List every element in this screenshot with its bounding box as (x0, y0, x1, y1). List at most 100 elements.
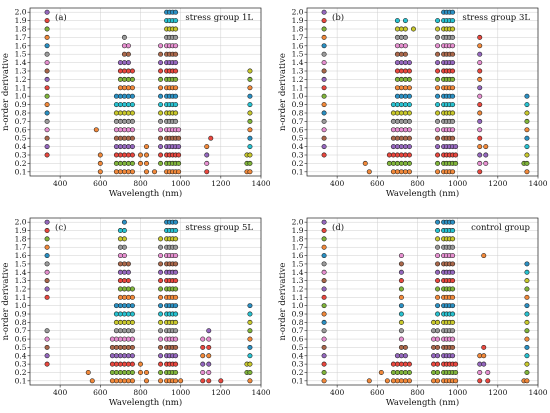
data-point (435, 34, 441, 40)
data-point (435, 160, 441, 166)
data-point (435, 278, 441, 284)
data-point (247, 344, 253, 350)
y-tick-label: 2.0 (292, 8, 304, 17)
data-point (121, 319, 127, 325)
y-tick-label: 1.0 (292, 301, 304, 310)
data-point (44, 34, 50, 40)
x-tick-label: 1400 (528, 388, 547, 397)
data-point (173, 269, 179, 275)
data-point (524, 160, 530, 166)
data-point (173, 311, 179, 317)
data-point (121, 253, 127, 259)
data-point (85, 369, 91, 375)
data-point (206, 378, 212, 384)
data-point (206, 361, 212, 367)
x-tick-label: 1400 (251, 388, 270, 397)
data-point (113, 303, 119, 309)
data-point (321, 26, 327, 32)
y-tick-label: 0.1 (292, 376, 304, 385)
x-tick-label: 1000 (171, 388, 190, 397)
y-tick-label: 0.6 (15, 125, 27, 134)
data-point (247, 336, 253, 342)
data-point (524, 278, 530, 284)
data-point (321, 328, 327, 334)
data-point (450, 269, 456, 275)
data-point (121, 294, 127, 300)
data-point (435, 18, 441, 24)
data-point (121, 110, 127, 116)
data-point (44, 18, 50, 24)
data-point (173, 294, 179, 300)
y-tick-label: 1.1 (15, 293, 27, 302)
data-point (402, 369, 408, 375)
plot-frame (29, 7, 262, 177)
data-point (524, 303, 530, 309)
data-point (44, 236, 50, 242)
data-point (97, 169, 103, 175)
data-point (121, 353, 127, 359)
data-point (206, 336, 212, 342)
x-axis-label: Wavelength (nm) (109, 397, 182, 408)
y-tick-label: 1.4 (292, 268, 304, 277)
data-point (406, 76, 412, 82)
data-point (398, 93, 404, 99)
data-point (173, 18, 179, 24)
y-tick-label: 0.8 (15, 109, 27, 118)
data-point (398, 144, 404, 150)
data-point (44, 328, 50, 334)
data-point (113, 319, 119, 325)
data-point (121, 127, 127, 133)
data-point (390, 118, 396, 124)
data-point (394, 18, 400, 24)
data-point (394, 378, 400, 384)
y-tick-label: 0.4 (15, 142, 27, 151)
y-tick-label: 1.4 (15, 58, 27, 67)
data-point (402, 160, 408, 166)
data-point (129, 144, 135, 150)
data-point (406, 93, 412, 99)
data-point (524, 152, 530, 158)
y-tick-label: 0.5 (15, 134, 27, 143)
data-point (450, 110, 456, 116)
y-tick-label: 0.9 (292, 100, 304, 109)
data-point (109, 378, 115, 384)
data-point (435, 303, 441, 309)
data-point (435, 60, 441, 66)
data-point (158, 127, 164, 133)
data-point (44, 294, 50, 300)
data-point (113, 93, 119, 99)
data-point (431, 361, 437, 367)
data-point (158, 76, 164, 82)
data-point (44, 278, 50, 284)
y-tick-label: 0.1 (15, 167, 27, 176)
data-point (218, 378, 224, 384)
data-point (144, 160, 149, 166)
y-tick-label: 0.3 (15, 151, 27, 160)
data-point (117, 68, 123, 74)
data-point (435, 253, 441, 259)
data-point (398, 278, 404, 284)
data-point (398, 43, 404, 49)
data-point (173, 236, 179, 242)
data-point (173, 328, 179, 334)
y-tick-label: 1.2 (15, 284, 27, 293)
data-point (44, 152, 50, 158)
data-point (477, 51, 483, 57)
data-point (208, 135, 214, 141)
x-axis-label: Wavelength (nm) (109, 188, 182, 199)
data-point (158, 144, 164, 150)
data-point (206, 369, 212, 375)
data-point (435, 68, 441, 74)
data-point (435, 353, 441, 359)
data-point (44, 144, 50, 150)
data-point (121, 68, 127, 74)
data-point (524, 361, 530, 367)
data-point (97, 152, 103, 158)
data-point (200, 378, 206, 384)
data-point (402, 378, 408, 384)
data-point (402, 144, 408, 150)
data-point (204, 152, 210, 158)
panel-label: (b) (332, 12, 344, 23)
data-point (394, 34, 400, 40)
